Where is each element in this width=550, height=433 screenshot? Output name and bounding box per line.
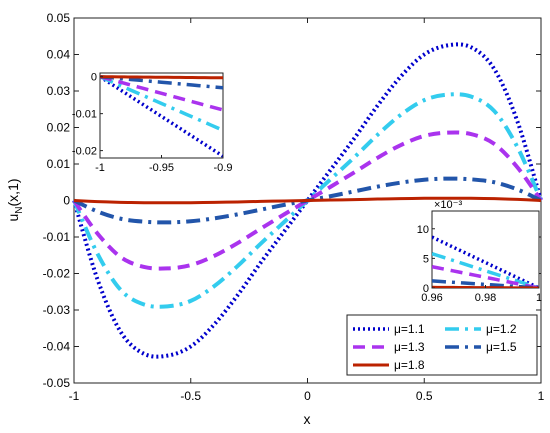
inset-series-line-5	[100, 75, 223, 80]
inset-series-group	[100, 74, 223, 158]
legend-box	[346, 314, 538, 376]
y-axis-label-suffix: (x,1)	[5, 178, 21, 206]
svg-text:uN(x,1): uN(x,1)	[5, 178, 25, 221]
legend-label-5: μ=1.8	[394, 358, 425, 372]
x-tick-label: 0.5	[416, 389, 433, 403]
y-tick-label: -0.01	[43, 230, 71, 244]
inset-y-tick-label: -0.01	[72, 109, 97, 121]
y-tick-label: 0.04	[47, 48, 71, 62]
y-tick-label: 0.01	[47, 157, 71, 171]
y-axis-label: uN(x,1)	[5, 178, 25, 221]
x-tick-label: 1	[538, 389, 545, 403]
y-tick-label: -0.02	[43, 267, 71, 281]
inset-y-tick-label: -0.02	[72, 146, 97, 158]
inset-y-tick-label: 5	[423, 253, 429, 265]
legend-label-1: μ=1.1	[394, 322, 425, 336]
y-tick-label: 0.02	[47, 121, 71, 135]
inset-x-tick-label: 0.98	[475, 292, 496, 304]
series-line-3	[72, 130, 543, 271]
inset-y-tick-label: 0	[423, 283, 429, 295]
legend: μ=1.1 μ=1.2 μ=1.3 μ=1.5 μ=1.8	[346, 314, 538, 376]
legend-label-3: μ=1.3	[394, 340, 425, 354]
inset-frame	[431, 210, 540, 289]
inset-series-line-4	[100, 74, 223, 90]
inset-left: -1 -0.95 -0.9 0 -0.01 -0.02	[72, 72, 233, 174]
inset-exponent-label: ×10⁻³	[434, 199, 462, 211]
inset-series-line-3	[100, 75, 223, 112]
y-tick-label: -0.03	[43, 303, 71, 317]
series-line-1	[72, 42, 543, 359]
y-axis-label-main: u	[5, 214, 21, 222]
y-tick-label: -0.05	[43, 376, 71, 390]
inset-x-tick-label: 0.96	[421, 292, 442, 304]
y-tick-label: -0.04	[43, 340, 71, 354]
series-line-5	[73, 196, 542, 205]
inset-x-tick-label: 1	[536, 292, 542, 304]
y-tick-label: 0.05	[47, 11, 71, 25]
legend-label-4: μ=1.5	[486, 340, 517, 354]
inset-series-line-2	[100, 75, 223, 132]
inset-x-tick-label: -0.9	[214, 162, 233, 174]
inset-series-line-2	[432, 251, 539, 288]
x-tick-label: 0	[304, 389, 311, 403]
x-axis-label: x	[304, 411, 311, 427]
main-series-group	[72, 42, 543, 359]
legend-label-2: μ=1.2	[486, 322, 517, 336]
y-tick-label: 0.03	[47, 84, 71, 98]
x-tick-label: -1	[69, 389, 80, 403]
y-axis-label-sub: N	[14, 206, 25, 213]
inset-x-tick-label: -0.95	[149, 162, 174, 174]
x-tick-label: -0.5	[180, 389, 201, 403]
inset-y-tick-label: 10	[417, 224, 429, 236]
inset-x-tick-label: -1	[95, 162, 105, 174]
inset-y-tick-label: 0	[91, 72, 97, 84]
y-tick-label: 0	[63, 194, 70, 208]
